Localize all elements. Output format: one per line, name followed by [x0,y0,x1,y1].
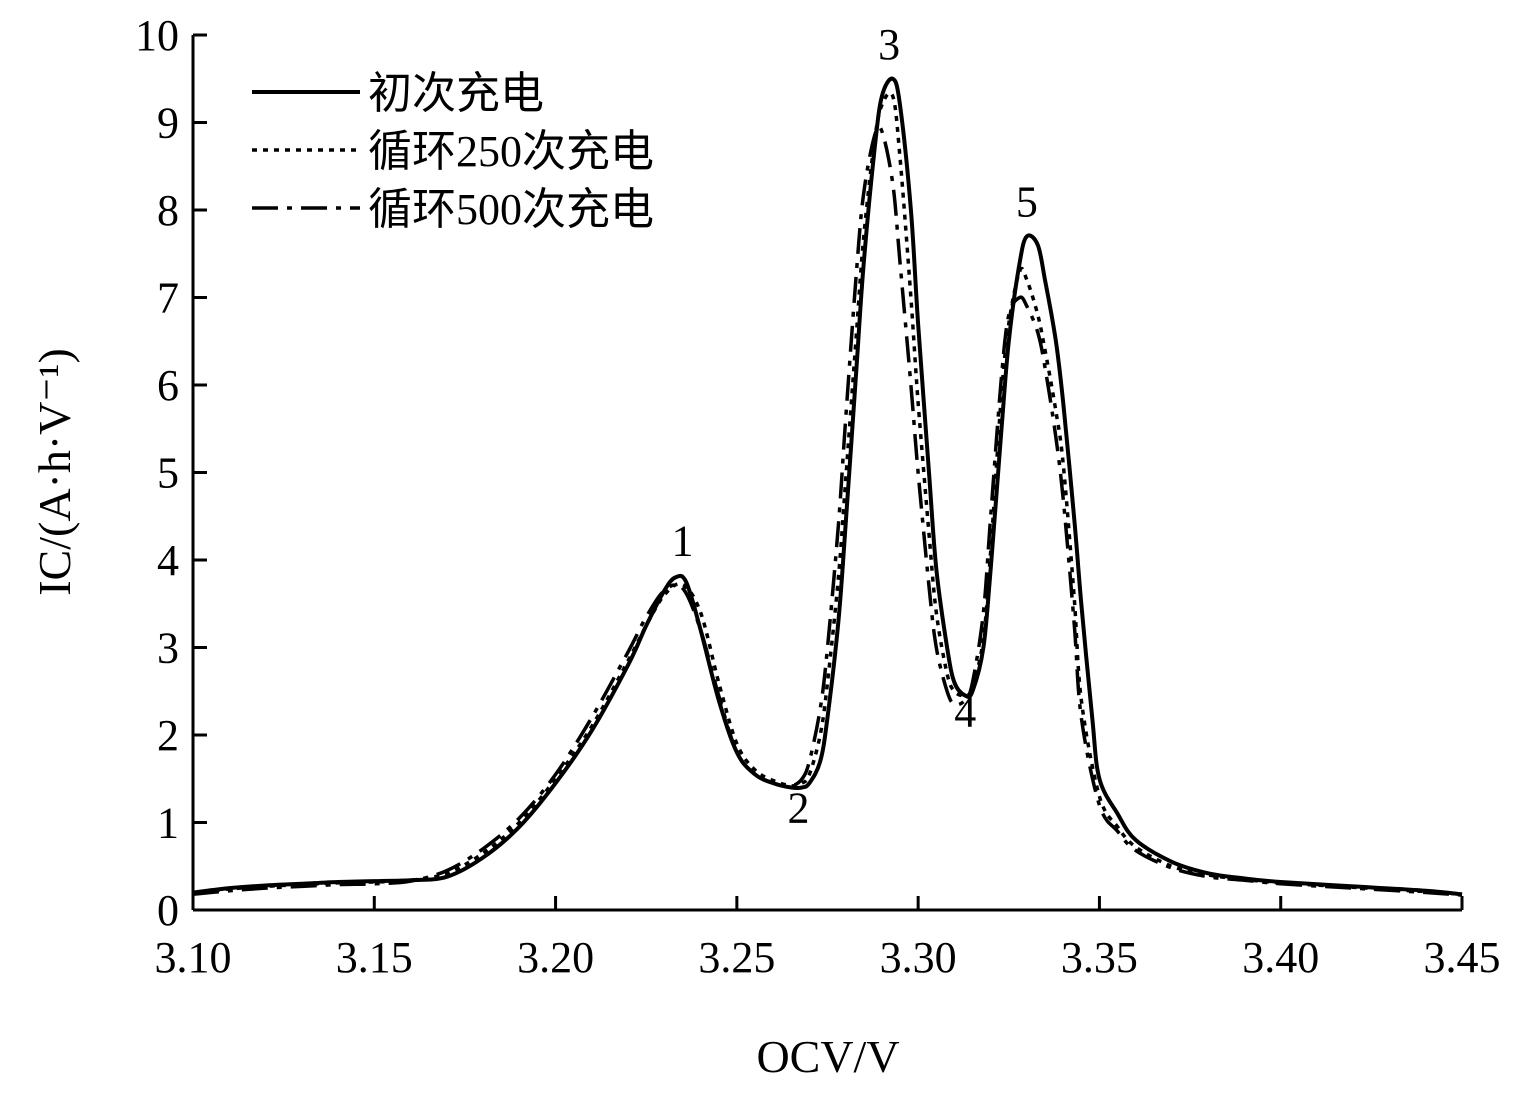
peak-label-4: 4 [954,687,976,736]
series-line-1 [192,76,1463,897]
peak-label-5: 5 [1016,177,1038,226]
x-tick-label: 3.25 [698,933,775,982]
ticks-layer: 3.10 3.15 3.20 3.25 3.30 3.35 3.40 3.45 0 1 2 3 4 5 6 7… [135,11,1501,982]
x-tick-label: 3.40 [1242,933,1319,982]
x-axis-label: OCV/V [756,1031,899,1082]
series-layer [192,76,1463,897]
peak-label-3: 3 [878,20,900,69]
legend-label-3: 循环500次充电 [368,185,654,234]
peak-label-1: 1 [671,517,693,566]
y-tick-label: 10 [135,11,179,60]
legend-label-1: 初次充电 [368,69,544,118]
y-tick-label: 3 [157,624,179,673]
y-tick-label: 7 [157,274,179,323]
y-axis-label: IC/(A·h·V⁻¹) [29,348,80,596]
series-line-3 [192,124,1463,897]
x-tick-label: 3.35 [1061,933,1138,982]
x-tick-label: 3.10 [155,933,232,982]
y-tick-label: 5 [157,449,179,498]
x-tick-label: 3.15 [336,933,413,982]
legend-label-2: 循环250次充电 [368,127,654,176]
annotations-layer: 1 2 3 4 5 [671,20,1037,833]
x-tick-label: 3.45 [1424,933,1501,982]
y-tick-label: 4 [157,536,179,585]
y-tick-label: 0 [157,886,179,935]
y-tick-label: 2 [157,711,179,760]
y-tick-label: 6 [157,361,179,410]
y-tick-label: 1 [157,799,179,848]
y-tick-label: 8 [157,186,179,235]
y-tick-label: 9 [157,99,179,148]
x-tick-label: 3.30 [880,933,957,982]
x-tick-label: 3.20 [517,933,594,982]
peak-label-2: 2 [787,784,809,833]
